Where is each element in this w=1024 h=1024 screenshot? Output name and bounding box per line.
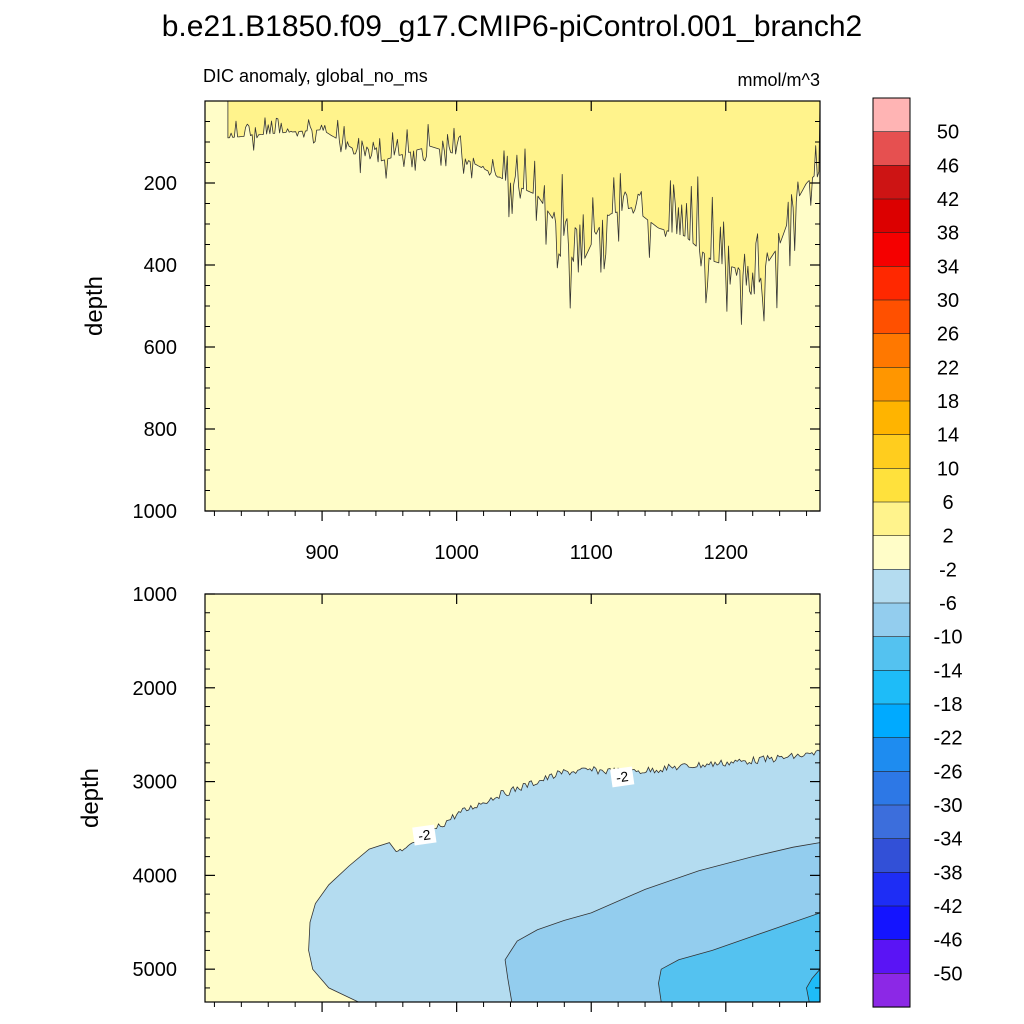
colorbar-swatch (872, 468, 911, 503)
colorbar-label: -14 (934, 660, 963, 682)
colorbar-frame (872, 97, 911, 1008)
colorbar-label: 42 (937, 189, 959, 211)
upper-x-tick-label: 1000 (434, 542, 479, 564)
lower-y-tick-label: 4000 (133, 865, 178, 887)
lower-y-tick-label: 2000 (133, 678, 178, 700)
colorbar-label: -50 (934, 963, 963, 985)
colorbar-label: -30 (934, 795, 963, 817)
upper-y-axis-label: depth (81, 276, 108, 336)
lower-plot-frame (204, 593, 821, 1003)
colorbar-label: 2 (942, 526, 953, 548)
upper-y-tick-label: 200 (144, 173, 177, 195)
colorbar-swatch (872, 838, 911, 873)
colorbar-swatch (872, 569, 911, 604)
colorbar-swatch (872, 299, 911, 335)
lower-y-tick-label: 1000 (133, 584, 178, 606)
contour-label-bg (610, 766, 635, 788)
colorbar-label: 14 (937, 425, 959, 447)
colorbar-swatch (872, 501, 911, 537)
main-title: b.e21.B1850.f09_g17.CMIP6-piControl.001_… (162, 10, 863, 43)
lower-panel: -2 -2 1000 2000 3000 4000 5000 (133, 584, 821, 1012)
colorbar-swatch (872, 198, 911, 234)
colorbar-label: -46 (934, 930, 963, 952)
colorbar-label: 18 (937, 391, 959, 413)
colorbar-label: 34 (937, 256, 959, 278)
colorbar-label: -2 (939, 559, 957, 581)
colorbar-swatch (872, 602, 911, 638)
colorbar-swatch (872, 266, 911, 301)
lower-y-tick-label: 5000 (133, 959, 178, 981)
colorbar-label: -42 (934, 896, 963, 918)
upper-y-tick-label: 600 (144, 337, 177, 359)
colorbar-label: 38 (937, 223, 959, 245)
colorbar-label: -6 (939, 593, 957, 615)
colorbar-label: -10 (934, 627, 963, 649)
colorbar-label: 30 (937, 290, 959, 312)
colorbar-label: 22 (937, 357, 959, 379)
contour-label-text: -2 (417, 826, 432, 844)
colorbar-swatch (872, 872, 911, 907)
colorbar-swatch (872, 670, 911, 705)
colorbar-swatch (872, 367, 911, 402)
colorbar-label: -22 (934, 728, 963, 750)
colorbar-label: 10 (937, 458, 959, 480)
upper-y-tick-label: 400 (144, 255, 177, 277)
upper-x-tick-label: 1100 (570, 542, 613, 564)
colorbar-swatch (872, 131, 911, 166)
colorbar-swatch (872, 636, 911, 671)
colorbar-label: -38 (934, 862, 963, 884)
lower-y-axis-label: depth (77, 768, 104, 828)
colorbar-swatch (872, 737, 911, 772)
colorbar-label: 50 (937, 122, 959, 144)
colorbar-label: -34 (934, 829, 963, 851)
contour-label: -2 (412, 824, 437, 846)
upper-y-tick-label: 800 (144, 419, 177, 441)
colorbar-label: -26 (934, 761, 963, 783)
contour-label-text: -2 (615, 768, 630, 786)
colorbar-label: -18 (934, 694, 963, 716)
colorbar-swatch (872, 232, 911, 267)
colorbar: 50 46 42 38 34 30 26 22 18 14 10 6 2 -2 -6 -10 -14 -18 -22… (872, 97, 963, 1008)
upper-region-positive-2-6 (227, 100, 821, 325)
colorbar-swatch (872, 97, 911, 133)
subtitle-right: mmol/m^3 (738, 70, 820, 90)
subtitle-left: DIC anomaly, global_no_ms (203, 66, 428, 87)
colorbar-label: 6 (942, 492, 953, 514)
contour-label: -2 (610, 766, 635, 788)
colorbar-swatch (872, 905, 911, 941)
colorbar-swatch (872, 771, 911, 806)
colorbar-swatch (872, 804, 911, 840)
colorbar-label: 46 (937, 155, 959, 177)
upper-x-tick-label: 900 (305, 542, 338, 564)
colorbar-swatch (872, 165, 911, 200)
colorbar-swatch (872, 973, 911, 1008)
colorbar-swatch (872, 400, 911, 436)
colorbar-swatch (872, 535, 911, 570)
lower-y-tick-label: 3000 (133, 772, 178, 794)
colorbar-swatch (872, 939, 911, 974)
upper-panel: 200 400 600 800 1000 900 1000 1100 1200 (133, 100, 821, 564)
contour-label-bg (412, 824, 437, 846)
upper-x-tick-label: 1200 (704, 542, 749, 564)
colorbar-swatch (872, 434, 911, 469)
upper-y-tick-label: 1000 (133, 501, 178, 523)
colorbar-swatch (872, 333, 911, 368)
colorbar-swatch (872, 703, 911, 739)
colorbar-label: 26 (937, 324, 959, 346)
